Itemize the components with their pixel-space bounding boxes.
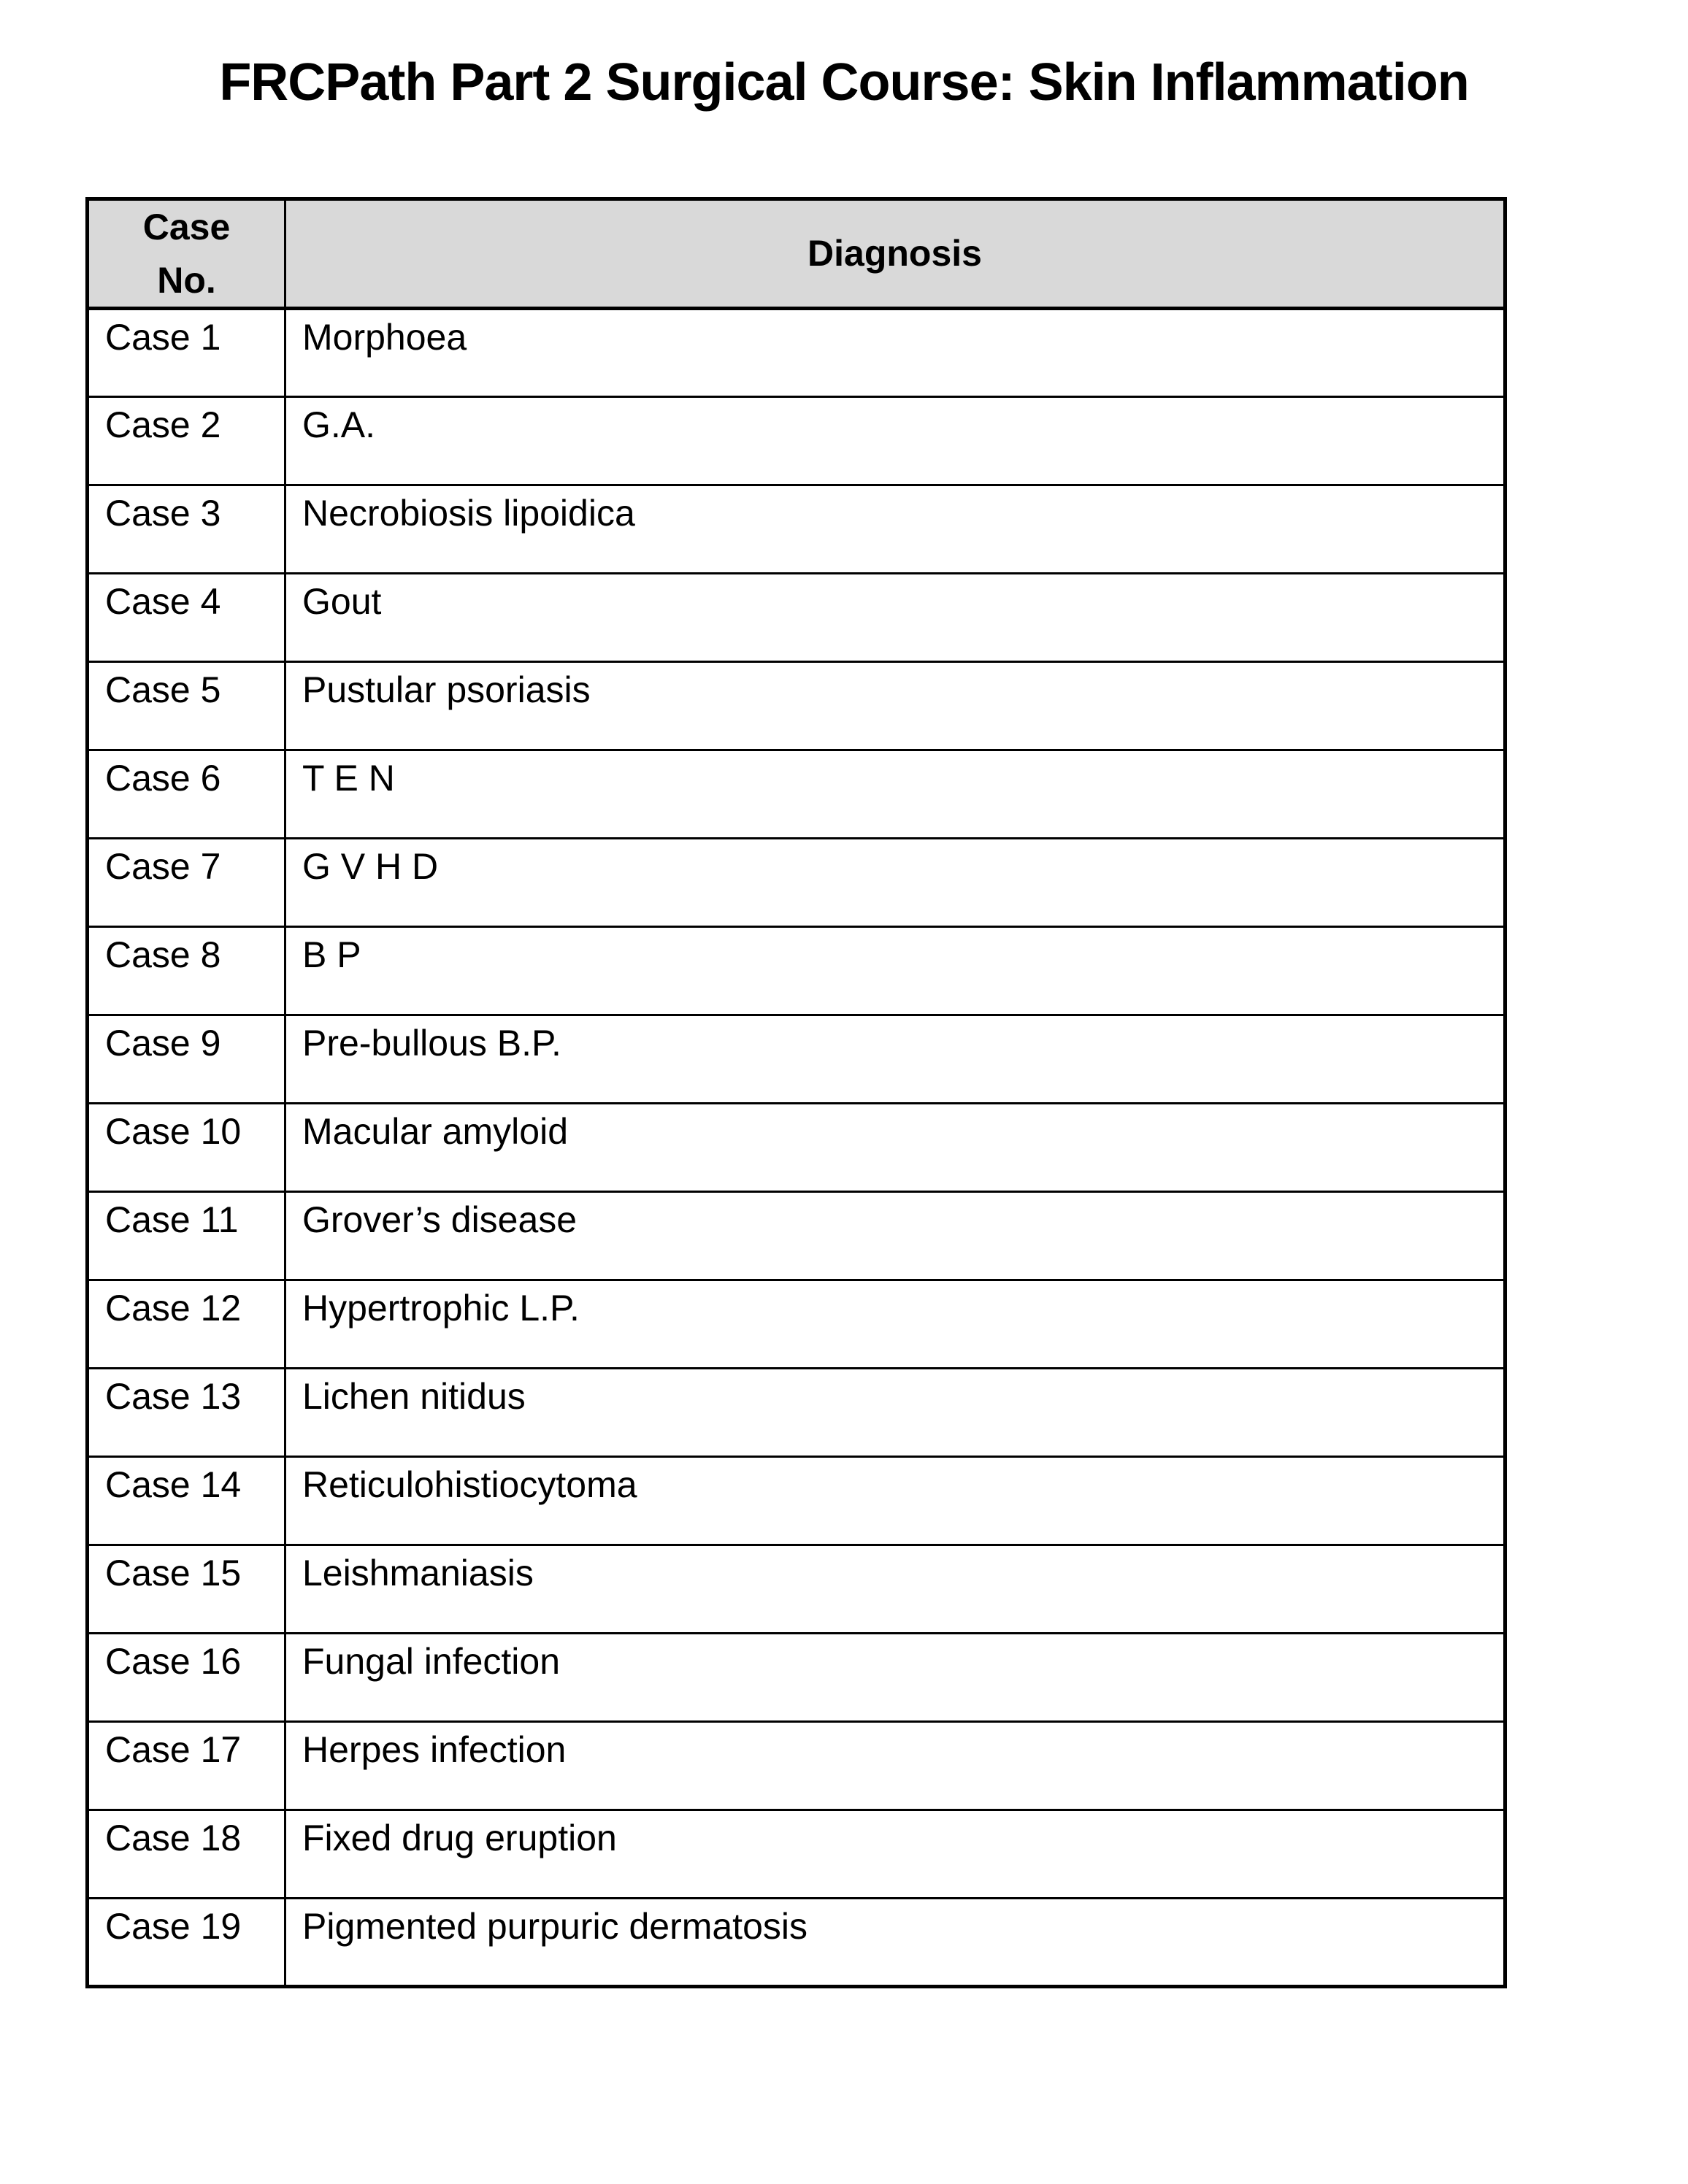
diagnosis-cell: Morphoea: [284, 307, 1506, 398]
case-number-cell: Case 16: [86, 1632, 286, 1723]
diagnosis-cell: Hypertrophic L.P.: [284, 1279, 1506, 1369]
case-number-cell: Case 2: [86, 396, 286, 486]
diagnosis-cell: Pigmented purpuric dermatosis: [284, 1897, 1506, 1988]
diagnosis-cell: Grover’s disease: [284, 1191, 1506, 1281]
diagnosis-cell: Lichen nitidus: [284, 1367, 1506, 1458]
case-number-cell: Case 3: [86, 484, 286, 574]
diagnosis-cell: T E N: [284, 749, 1506, 839]
diagnosis-cell: Macular amyloid: [284, 1102, 1506, 1193]
diagnosis-cell: Reticulohistiocytoma: [284, 1456, 1506, 1546]
table-row: Case 4 Gout: [86, 572, 1506, 663]
diagnosis-cell: Herpes infection: [284, 1720, 1506, 1811]
diagnosis-cell: Fungal infection: [284, 1632, 1506, 1723]
table-row: Case 5 Pustular psoriasis: [86, 661, 1506, 751]
diagnosis-cell: Pustular psoriasis: [284, 661, 1506, 751]
case-number-cell: Case 7: [86, 837, 286, 928]
case-number-cell: Case 4: [86, 572, 286, 663]
case-number-cell: Case 11: [86, 1191, 286, 1281]
table-body: Case 1 Morphoea Case 2 G.A. Case 3 Necro…: [86, 307, 1506, 1988]
table-row: Case 13 Lichen nitidus: [86, 1367, 1506, 1458]
table-row: Case 1 Morphoea: [86, 307, 1506, 398]
table-row: Case 6 T E N: [86, 749, 1506, 839]
diagnosis-cell: Leishmaniasis: [284, 1544, 1506, 1634]
case-number-cell: Case 12: [86, 1279, 286, 1369]
page-title: FRCPath Part 2 Surgical Course: Skin Inf…: [219, 53, 1469, 112]
case-number-cell: Case 18: [86, 1809, 286, 1899]
table-row: Case 17 Herpes infection: [86, 1720, 1506, 1811]
diagnosis-cell: Necrobiosis lipoidica: [284, 484, 1506, 574]
case-number-cell: Case 9: [86, 1014, 286, 1104]
table-row: Case 18 Fixed drug eruption: [86, 1809, 1506, 1899]
table-row: Case 7 G V H D: [86, 837, 1506, 928]
table-row: Case 2 G.A.: [86, 396, 1506, 486]
table-row: Case 8 B P: [86, 926, 1506, 1016]
case-number-cell: Case 15: [86, 1544, 286, 1634]
case-number-cell: Case 1: [86, 307, 286, 398]
diagnosis-table: Case No. Diagnosis Case 1 Morphoea Case …: [85, 197, 1507, 1988]
table-row: Case 19 Pigmented purpuric dermatosis: [86, 1897, 1506, 1988]
diagnosis-cell: G V H D: [284, 837, 1506, 928]
table-row: Case 3 Necrobiosis lipoidica: [86, 484, 1506, 574]
diagnosis-column-header: Diagnosis: [284, 198, 1506, 310]
table-row: Case 11 Grover’s disease: [86, 1191, 1506, 1281]
case-number-cell: Case 17: [86, 1720, 286, 1811]
table-row: Case 16 Fungal infection: [86, 1632, 1506, 1723]
table-row: Case 10 Macular amyloid: [86, 1102, 1506, 1193]
table-row: Case 12 Hypertrophic L.P.: [86, 1279, 1506, 1369]
case-no-column-header: Case No.: [86, 198, 286, 310]
case-number-cell: Case 6: [86, 749, 286, 839]
diagnosis-cell: Fixed drug eruption: [284, 1809, 1506, 1899]
table-row: Case 9 Pre-bullous B.P.: [86, 1014, 1506, 1104]
case-number-cell: Case 10: [86, 1102, 286, 1193]
case-number-cell: Case 8: [86, 926, 286, 1016]
case-number-cell: Case 19: [86, 1897, 286, 1988]
table-header-row: Case No. Diagnosis: [86, 198, 1506, 310]
case-number-cell: Case 5: [86, 661, 286, 751]
diagnosis-cell: Gout: [284, 572, 1506, 663]
case-number-cell: Case 13: [86, 1367, 286, 1458]
table-row: Case 15 Leishmaniasis: [86, 1544, 1506, 1634]
table-row: Case 14 Reticulohistiocytoma: [86, 1456, 1506, 1546]
diagnosis-cell: G.A.: [284, 396, 1506, 486]
diagnosis-cell: B P: [284, 926, 1506, 1016]
diagnosis-cell: Pre-bullous B.P.: [284, 1014, 1506, 1104]
case-number-cell: Case 14: [86, 1456, 286, 1546]
